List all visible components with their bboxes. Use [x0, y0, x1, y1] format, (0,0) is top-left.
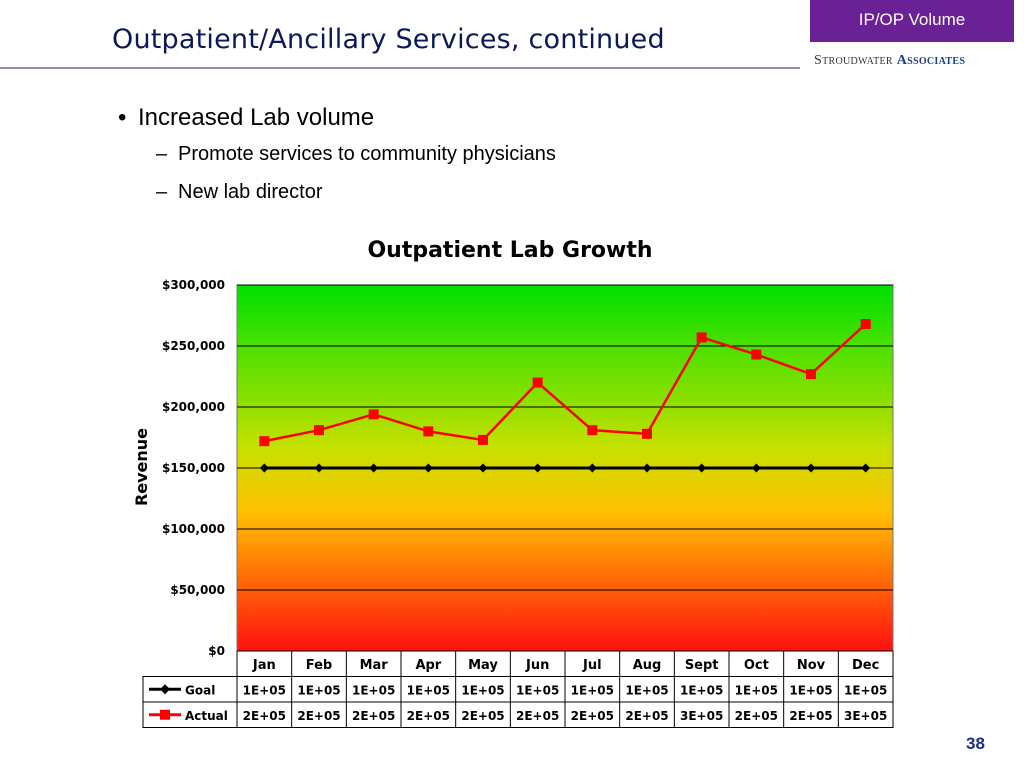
data-point-goal	[533, 463, 543, 473]
subbullet-text: Promote services to community physicians	[178, 143, 556, 165]
data-point-goal	[587, 463, 597, 473]
legend-marker-actual	[160, 709, 170, 720]
y-tick-label: $100,000	[162, 522, 225, 536]
table-cell: 1E+05	[516, 683, 559, 697]
x-tick-label: Jan	[252, 658, 276, 673]
y-tick-label: $200,000	[162, 400, 225, 414]
table-cell: 1E+05	[571, 683, 614, 697]
data-point-actual	[368, 409, 379, 420]
table-cell: 2E+05	[516, 709, 559, 723]
legend-label: Actual	[185, 709, 228, 723]
bullet-text: Increased Lab volume	[138, 104, 375, 131]
company-logo: Stroudwater Associates	[814, 53, 965, 69]
x-tick-label: Dec	[852, 658, 879, 673]
data-point-actual	[532, 377, 543, 388]
bullet-icon: •	[118, 104, 127, 131]
x-tick-label: Jul	[582, 658, 602, 673]
table-cell: 2E+05	[625, 709, 668, 723]
data-point-actual	[751, 349, 762, 360]
y-tick-label: $250,000	[162, 339, 225, 353]
x-tick-label: Sept	[685, 658, 719, 673]
data-point-actual	[587, 425, 598, 436]
data-point-goal	[642, 463, 652, 473]
chart-title: Outpatient Lab Growth	[367, 238, 652, 263]
subbullet-item: – New lab director	[156, 181, 323, 204]
title-divider	[0, 67, 800, 69]
table-cell: 1E+05	[297, 683, 340, 697]
slide-title: Outpatient/Ancillary Services, continued	[112, 24, 665, 55]
x-tick-label: Apr	[415, 658, 441, 673]
data-point-goal	[697, 463, 707, 473]
table-cell: 1E+05	[789, 683, 832, 697]
x-tick-label: Oct	[744, 658, 769, 673]
logo-text-associates: Associates	[896, 53, 966, 68]
series-line-actual	[264, 323, 867, 443]
table-cell: 2E+05	[571, 709, 614, 723]
y-tick-label: $50,000	[170, 583, 225, 597]
table-cell: 3E+05	[844, 709, 887, 723]
table-cell: 1E+05	[352, 683, 395, 697]
data-point-actual	[696, 332, 707, 343]
table-cell: 3E+05	[680, 709, 723, 723]
data-point-actual	[478, 434, 488, 445]
data-point-goal	[314, 463, 324, 473]
subbullet-text: New lab director	[178, 181, 323, 203]
x-tick-label: Nov	[797, 658, 826, 673]
table-cell: 2E+05	[461, 709, 504, 723]
y-tick-label: $0	[208, 644, 225, 658]
data-point-goal	[478, 463, 488, 473]
data-point-actual	[860, 319, 871, 330]
table-cell: 2E+05	[735, 709, 778, 723]
data-point-goal	[806, 463, 816, 473]
table-cell: 1E+05	[407, 683, 450, 697]
x-tick-label: May	[468, 658, 498, 673]
x-tick-label: Mar	[360, 658, 389, 673]
legend-marker-goal	[160, 684, 170, 695]
table-cell: 1E+05	[625, 683, 668, 697]
data-point-goal	[369, 463, 379, 473]
data-point-actual	[642, 428, 652, 439]
dash-icon: –	[156, 143, 168, 165]
table-cell: 1E+05	[735, 683, 778, 697]
data-point-goal	[423, 463, 433, 473]
logo-text-stroudwater: Stroudwater	[814, 53, 893, 68]
bullet-item: • Increased Lab volume	[118, 104, 374, 132]
table-cell: 1E+05	[680, 683, 723, 697]
page-number: 38	[966, 734, 985, 753]
y-tick-label: $150,000	[162, 461, 225, 475]
data-point-actual	[259, 436, 270, 447]
table-cell: 2E+05	[352, 709, 395, 723]
subbullet-item: – Promote services to community physician…	[156, 143, 556, 166]
dash-icon: –	[156, 181, 168, 203]
table-cell: 2E+05	[407, 709, 450, 723]
data-point-goal	[861, 463, 871, 473]
data-point-actual	[423, 426, 434, 437]
table-cell: 2E+05	[297, 709, 340, 723]
table-cell: 2E+05	[789, 709, 832, 723]
table-cell: 1E+05	[243, 683, 286, 697]
x-tick-label: Feb	[306, 658, 332, 673]
section-tag: IP/OP Volume	[810, 0, 1014, 42]
table-cell: 1E+05	[461, 683, 504, 697]
table-cell: 1E+05	[844, 683, 887, 697]
data-point-actual	[806, 369, 816, 380]
data-point-actual	[314, 425, 324, 436]
y-tick-label: $300,000	[162, 278, 225, 292]
data-point-goal	[259, 463, 269, 473]
legend-label: Goal	[185, 683, 215, 697]
lab-growth-chart: Outpatient Lab Growth Revenue $0 $50,000 $…	[120, 216, 904, 738]
y-axis-title: Revenue	[132, 428, 151, 506]
data-point-goal	[751, 463, 761, 473]
x-tick-label: Aug	[633, 658, 662, 673]
table-cell: 2E+05	[243, 709, 286, 723]
chart-svg: Outpatient Lab Growth Revenue $0 $50,000 $…	[132, 238, 894, 728]
x-tick-label: Jun	[525, 658, 549, 673]
